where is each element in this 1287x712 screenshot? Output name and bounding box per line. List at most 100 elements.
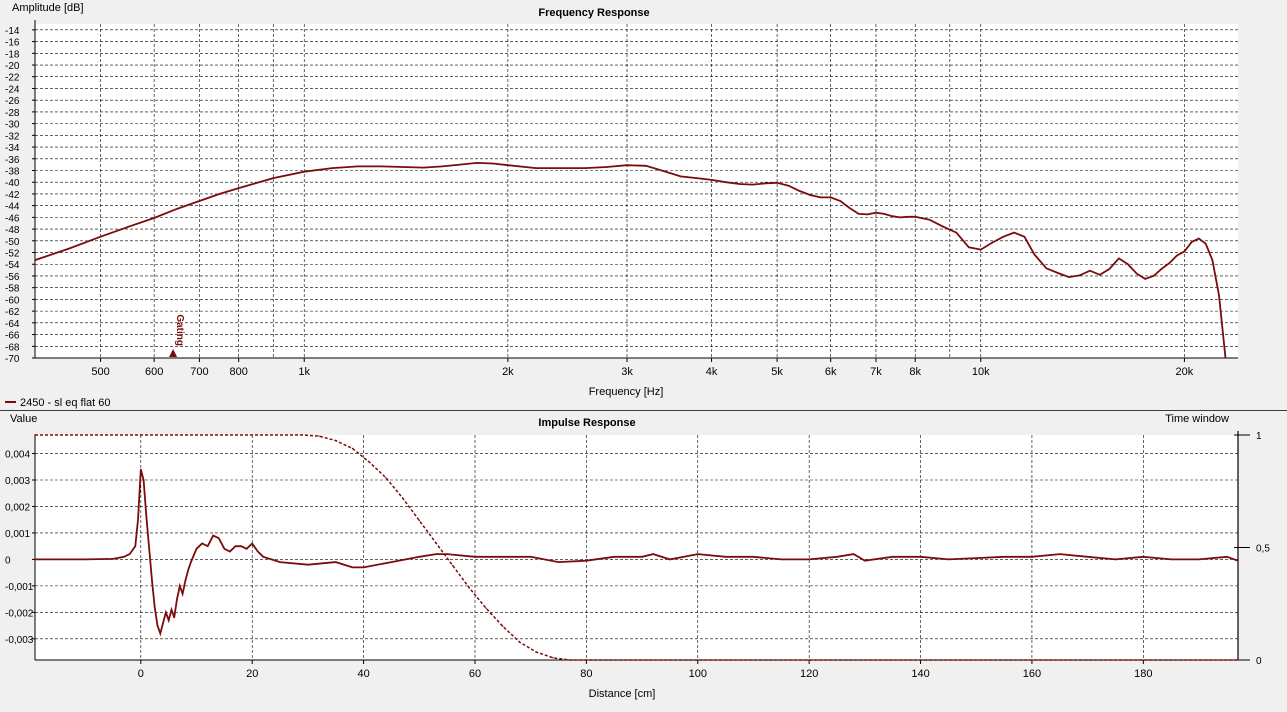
impulse-point	[1142, 556, 1145, 558]
frequency-response-point	[1198, 237, 1200, 240]
impulse-point	[212, 534, 214, 537]
impulse-point	[947, 558, 950, 561]
frequency-response-point	[710, 179, 713, 181]
y-tick-label: -60	[5, 295, 20, 306]
impulse-point	[724, 556, 727, 558]
frequency-response-point	[1002, 235, 1005, 238]
frequency-response-point	[1160, 268, 1163, 270]
x-axis-title: Frequency [Hz]	[589, 386, 664, 398]
y-tick-label: 0,002	[5, 502, 30, 513]
frequency-response-point	[331, 167, 334, 169]
y-tick-label: -14	[5, 26, 20, 37]
impulse-point	[140, 468, 142, 471]
time-window-point	[552, 657, 554, 659]
frequency-response-point	[1204, 242, 1207, 245]
impulse-point	[190, 561, 192, 563]
frequency-response-chart: -14-16-18-20-22-24-26-28-30-32-34-36-38-…	[5, 2, 1238, 409]
y-tick-label: -68	[5, 342, 20, 353]
frequency-response-point	[1135, 272, 1138, 275]
frequency-response-point	[848, 207, 851, 209]
impulse-point	[279, 561, 281, 563]
y-axis-title: Amplitude [dB]	[12, 2, 84, 14]
impulse-point	[257, 550, 259, 553]
time-window-point	[385, 477, 387, 479]
x-tick-label: 80	[580, 668, 592, 680]
impulse-point	[557, 561, 560, 563]
frequency-response-point	[1144, 278, 1146, 280]
impulse-point	[145, 516, 148, 518]
time-window-point	[351, 447, 354, 450]
frequency-response-point	[1023, 235, 1026, 238]
y-tick-label: 0,001	[5, 529, 30, 540]
impulse-point	[362, 566, 365, 569]
frequency-response-point	[1190, 241, 1193, 243]
frequency-response-point	[380, 165, 383, 168]
impulse-point	[201, 542, 203, 545]
frequency-response-point	[176, 207, 179, 210]
x-tick-label: 5k	[771, 366, 783, 378]
y-tick-label: -24	[5, 84, 20, 95]
x-tick-label: 2k	[502, 366, 514, 378]
frequency-response-point	[914, 216, 916, 218]
frequency-response-point	[1176, 254, 1178, 257]
frequency-response-point	[679, 175, 682, 178]
y-tick-label: -28	[5, 108, 20, 119]
y-tick-label: -36	[5, 155, 20, 166]
frequency-response-point	[535, 167, 537, 169]
y-tick-label: -40	[5, 178, 20, 189]
frequency-response-point	[198, 200, 201, 202]
frequency-response-point	[725, 181, 727, 183]
y-tick-label: -50	[5, 237, 20, 248]
y2-axis-title: Time window	[1165, 413, 1229, 425]
frequency-response-point	[857, 213, 860, 215]
impulse-point	[530, 556, 532, 558]
y-tick-label: -46	[5, 213, 20, 224]
frequency-response-point	[891, 215, 894, 217]
frequency-response-point	[1068, 276, 1070, 278]
y-tick-label: -44	[5, 202, 20, 213]
frequency-response-point	[764, 182, 766, 185]
time-window-point	[518, 641, 521, 643]
time-window-point	[401, 497, 404, 499]
frequency-response-point	[476, 162, 478, 164]
impulse-point	[474, 556, 476, 558]
y-tick-label: -22	[5, 73, 20, 84]
y2-tick-label: 0	[1256, 656, 1262, 667]
x-tick-label: 1k	[298, 366, 310, 378]
impulse-point	[245, 548, 248, 550]
frequency-response-point	[459, 163, 461, 166]
y-tick-label: -18	[5, 49, 20, 60]
impulse-point	[752, 556, 755, 558]
x-tick-label: 20k	[1176, 366, 1194, 378]
frequency-response-point	[34, 259, 36, 261]
frequency-response-point	[218, 193, 221, 195]
x-tick-label: 500	[91, 366, 109, 378]
y-tick-label: -64	[5, 319, 20, 330]
y-tick-label: -38	[5, 166, 20, 177]
impulse-point	[669, 558, 671, 561]
y-tick-label: -48	[5, 225, 20, 236]
impulse-point	[853, 553, 855, 555]
frequency-response-point	[991, 241, 994, 244]
y-tick-label: -0,002	[5, 608, 34, 619]
gating-marker	[169, 349, 178, 357]
impulse-point	[159, 632, 161, 635]
frequency-response-point	[605, 166, 608, 168]
impulse-point	[168, 619, 170, 621]
frequency-response-point	[899, 216, 901, 219]
x-tick-label: 6k	[825, 366, 837, 378]
y2-tick-label: 0,5	[1256, 544, 1270, 555]
time-window-point	[335, 439, 337, 442]
frequency-response-point	[441, 165, 444, 168]
x-tick-label: 10k	[972, 366, 990, 378]
time-window-point	[1237, 659, 1239, 661]
frequency-response-point	[237, 187, 240, 189]
frequency-response-point	[955, 231, 958, 234]
impulse-point	[176, 598, 178, 600]
time-window-point	[452, 564, 454, 567]
impulse-point	[84, 558, 86, 561]
frequency-response-point	[980, 248, 982, 251]
frequency-response-point	[866, 213, 869, 216]
frequency-response-point	[127, 225, 130, 228]
impulse-point	[184, 579, 187, 582]
